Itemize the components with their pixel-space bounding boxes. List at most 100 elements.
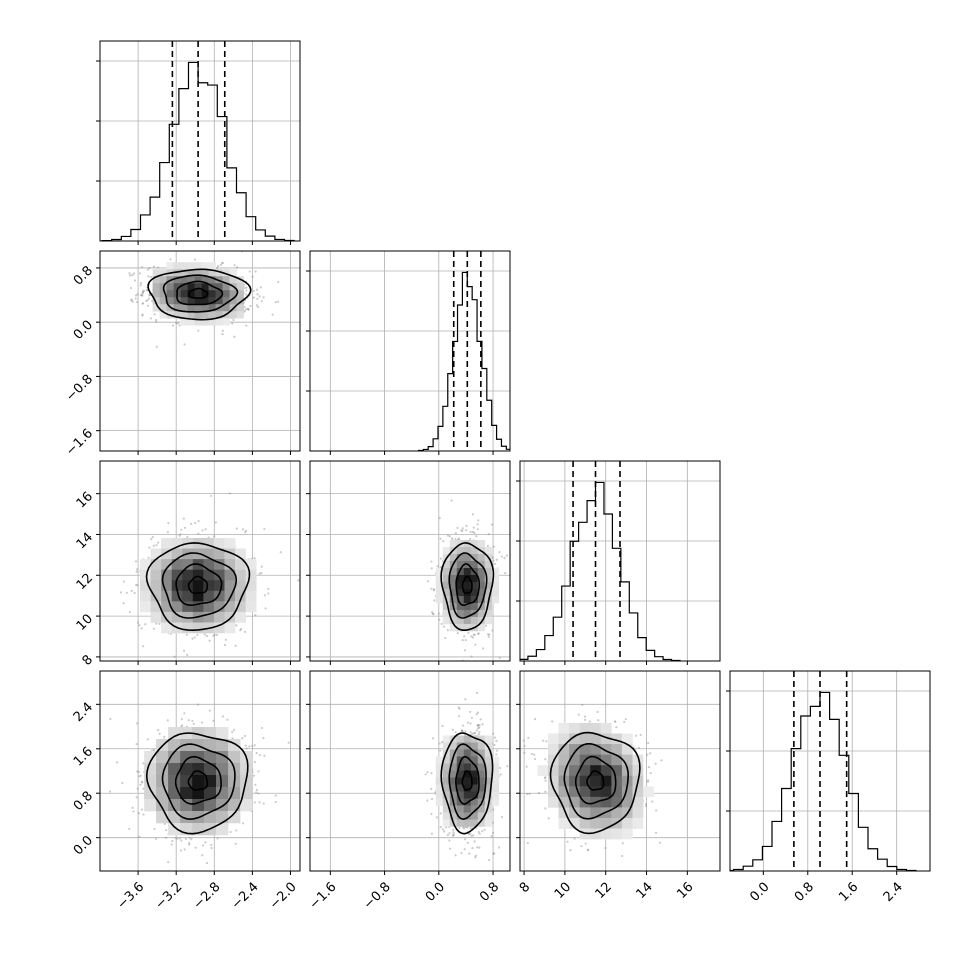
- density-cell: [152, 290, 160, 298]
- y-tick-label: 16: [74, 489, 96, 511]
- y-tick-label: −0.8: [63, 372, 96, 405]
- density-blocks: [140, 537, 257, 634]
- scatter-point: [148, 266, 151, 270]
- scatter-point: [239, 629, 242, 632]
- density-cell: [194, 276, 202, 284]
- density-cell: [222, 269, 230, 277]
- density-cell: [477, 574, 486, 583]
- scatter-point: [253, 760, 256, 764]
- density-cell: [456, 609, 465, 618]
- scatter-point: [190, 522, 193, 525]
- scatter-point: [140, 627, 143, 630]
- scatter-point: [147, 275, 150, 278]
- scatter-point: [478, 726, 481, 729]
- contour-3: [147, 268, 252, 321]
- scatter-point: [457, 537, 461, 540]
- scatter-point: [464, 730, 467, 733]
- scatter-point: [119, 591, 122, 594]
- scatter-point: [142, 289, 146, 292]
- scatter-point: [263, 594, 267, 597]
- panel-frame: [309, 460, 511, 662]
- density-cell: [449, 574, 458, 583]
- density-cell: [470, 546, 479, 555]
- density-cell: [152, 283, 160, 291]
- scatter-point: [492, 545, 496, 548]
- scatter-point: [138, 624, 141, 627]
- contour-1: [455, 563, 480, 607]
- scatter-point: [475, 729, 478, 732]
- density-cell: [470, 574, 479, 583]
- scatter-point: [180, 839, 183, 842]
- scatter-point: [462, 827, 465, 830]
- scatter-point: [142, 762, 145, 765]
- scatter-point: [121, 781, 124, 785]
- density-cell: [215, 311, 223, 319]
- scatter-point: [178, 837, 182, 840]
- density-cell: [215, 283, 223, 291]
- scatter-point: [241, 737, 244, 740]
- scatter-point: [432, 588, 436, 591]
- density-cell: [203, 537, 215, 549]
- density-cell: [456, 574, 465, 583]
- scatter-point: [194, 846, 197, 849]
- density-cell: [180, 276, 188, 284]
- scatter-point: [196, 633, 199, 637]
- scatter-point: [477, 723, 480, 726]
- scatter-point: [254, 270, 257, 273]
- scatter-point: [146, 298, 149, 302]
- density-cell: [236, 297, 244, 305]
- density-cell: [491, 588, 500, 597]
- density-cell: [203, 611, 215, 623]
- density-cell: [187, 297, 195, 305]
- scatter-point: [477, 519, 480, 522]
- density-cell: [477, 553, 486, 562]
- scatter-point: [147, 556, 150, 559]
- scatter-point: [264, 607, 267, 610]
- panel-3-0: −3.6 −3.2 −2.8 −2.4 −2.00.00.81.62.4: [71, 670, 301, 913]
- scatter-point: [158, 732, 161, 735]
- y-tick-label: 0.8: [71, 263, 96, 288]
- scatter-point: [131, 806, 134, 809]
- scatter-point: [197, 532, 200, 535]
- density-cell: [213, 537, 225, 549]
- density-cell: [236, 283, 244, 291]
- density-cell: [213, 569, 225, 581]
- scatter-point: [142, 290, 145, 293]
- scatter-point: [260, 726, 263, 730]
- density-cell: [442, 581, 451, 590]
- scatter-point: [142, 645, 145, 648]
- density-cell: [213, 559, 225, 570]
- panel-3-1: −1.6 −0.8 0.0 0.8: [306, 670, 512, 913]
- panel-1-1: [306, 250, 511, 455]
- scatter-point: [439, 825, 442, 829]
- y-tick-label: 10: [74, 612, 96, 634]
- scatter-point: [470, 834, 473, 838]
- scatter-point: [178, 534, 181, 537]
- scatter-point: [495, 739, 498, 743]
- scatter-point: [510, 771, 512, 773]
- scatter-point: [204, 528, 207, 531]
- contour-1: [176, 280, 224, 306]
- scatter-point: [254, 614, 257, 617]
- scatter-point: [188, 843, 191, 846]
- density-cell: [192, 775, 205, 788]
- scatter-point: [491, 821, 495, 824]
- panel-frame: [99, 40, 301, 242]
- density-cell: [182, 601, 194, 613]
- density-cell: [477, 609, 486, 618]
- scatter-point: [197, 329, 200, 332]
- y-tick-label: −1.6: [63, 426, 96, 459]
- density-cell: [144, 787, 157, 800]
- density-cell: [435, 574, 444, 583]
- scatter-point: [155, 837, 158, 840]
- scatter-point: [460, 529, 463, 532]
- density-cell: [484, 616, 493, 625]
- scatter-point: [141, 314, 144, 317]
- scatter-point: [201, 844, 205, 847]
- density-cell: [187, 318, 195, 326]
- density-cell: [456, 595, 465, 604]
- scatter-point: [474, 856, 477, 859]
- contour-2: [161, 743, 236, 821]
- scatter-point: [439, 812, 442, 815]
- scatter-point: [152, 627, 156, 630]
